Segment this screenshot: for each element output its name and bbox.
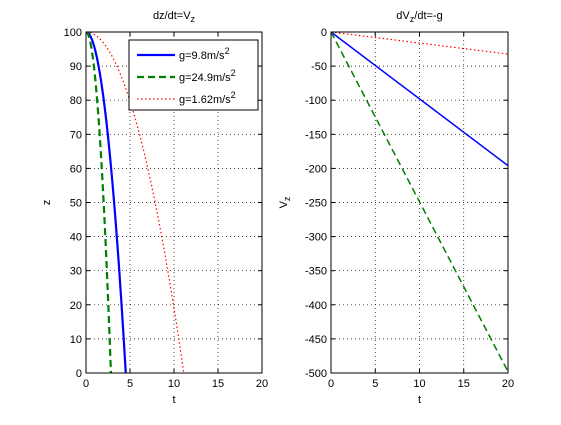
y-tick-label: 10 bbox=[70, 334, 82, 346]
y-tick-label: 40 bbox=[70, 232, 82, 244]
y-tick-label: 60 bbox=[70, 163, 82, 175]
x-tick-label: 5 bbox=[127, 378, 133, 390]
y-tick-label: 100 bbox=[64, 27, 82, 39]
y-tick-label: 90 bbox=[70, 61, 82, 73]
legend-label-superscript: 2 bbox=[231, 90, 236, 100]
y-axis-label: z bbox=[41, 200, 53, 206]
legend-label-text: g=9.8m/s bbox=[179, 50, 225, 62]
y-tick-label: 80 bbox=[70, 95, 82, 107]
y-tick-label: -150 bbox=[305, 129, 327, 141]
y-tick-label: 50 bbox=[70, 198, 82, 210]
legend-label-text: g=1.62m/s bbox=[179, 94, 231, 106]
series-line-2 bbox=[331, 32, 508, 372]
x-tick-label: 20 bbox=[256, 378, 268, 390]
y-tick-label: 0 bbox=[321, 27, 327, 39]
axes-title-rest: /dt=-g bbox=[414, 10, 442, 22]
left-axes-z-vs-t: 0 5 10 15 200102030405060708090100dz/dt=Vztz… bbox=[41, 10, 268, 406]
y-axis-label-text: z bbox=[41, 200, 53, 206]
x-tick-label: 15 bbox=[458, 378, 470, 390]
y-tick-label: -250 bbox=[305, 198, 327, 210]
y-tick-label: -450 bbox=[305, 334, 327, 346]
axes-title: dz/dt=Vz bbox=[153, 10, 196, 24]
y-tick-label: 20 bbox=[70, 300, 82, 312]
axes-title-subscript: z bbox=[191, 14, 196, 24]
y-tick-label: 30 bbox=[70, 266, 82, 278]
legend-label-superscript: 2 bbox=[231, 68, 236, 78]
y-tick-label: 0 bbox=[76, 368, 82, 380]
legend-label-text: g=24.9m/s bbox=[179, 72, 231, 84]
axes-title-subscript: z bbox=[410, 14, 415, 24]
axes-title-text: dz/dt=V bbox=[153, 10, 191, 22]
y-tick-label: -300 bbox=[305, 232, 327, 244]
series-line-1 bbox=[86, 32, 127, 373]
y-tick-label: 70 bbox=[70, 129, 82, 141]
y-tick-label: -200 bbox=[305, 163, 327, 175]
legend-label-1: g=9.8m/s2 bbox=[179, 46, 230, 62]
legend-label-2: g=24.9m/s2 bbox=[179, 68, 236, 84]
x-tick-label: 5 bbox=[372, 378, 378, 390]
x-tick-label: 10 bbox=[413, 378, 425, 390]
x-tick-label: 0 bbox=[83, 378, 89, 390]
legend-label-3: g=1.62m/s2 bbox=[179, 90, 236, 106]
y-tick-label: -350 bbox=[305, 266, 327, 278]
y-axis-label-subscript: z bbox=[282, 196, 292, 201]
y-tick-label: -100 bbox=[305, 95, 327, 107]
axes-title-text: dV bbox=[396, 10, 410, 22]
legend-box bbox=[128, 39, 259, 111]
legend: g=9.8m/s2g=24.9m/s2g=1.62m/s2 bbox=[128, 39, 259, 111]
right-axes-vz-vs-t: 0 5 10 15 20-500-450-400-350-300-250-200-150… bbox=[278, 10, 514, 406]
x-tick-label: 15 bbox=[212, 378, 224, 390]
x-tick-label: 0 bbox=[328, 378, 334, 390]
series-line-3 bbox=[331, 32, 508, 55]
x-axis-label: t bbox=[418, 394, 421, 406]
y-tick-label: -500 bbox=[305, 368, 327, 380]
x-tick-label: 10 bbox=[168, 378, 180, 390]
y-axis-label-text: V bbox=[278, 200, 290, 208]
axes-title: dVz/dt=-g bbox=[396, 10, 442, 24]
legend-label-superscript: 2 bbox=[225, 46, 230, 56]
x-axis-label: t bbox=[172, 394, 175, 406]
y-axis-label: Vz bbox=[278, 196, 292, 208]
series-line-1 bbox=[331, 32, 508, 167]
y-tick-label: -50 bbox=[311, 61, 327, 73]
y-tick-label: -400 bbox=[305, 300, 327, 312]
x-tick-label: 20 bbox=[502, 378, 514, 390]
